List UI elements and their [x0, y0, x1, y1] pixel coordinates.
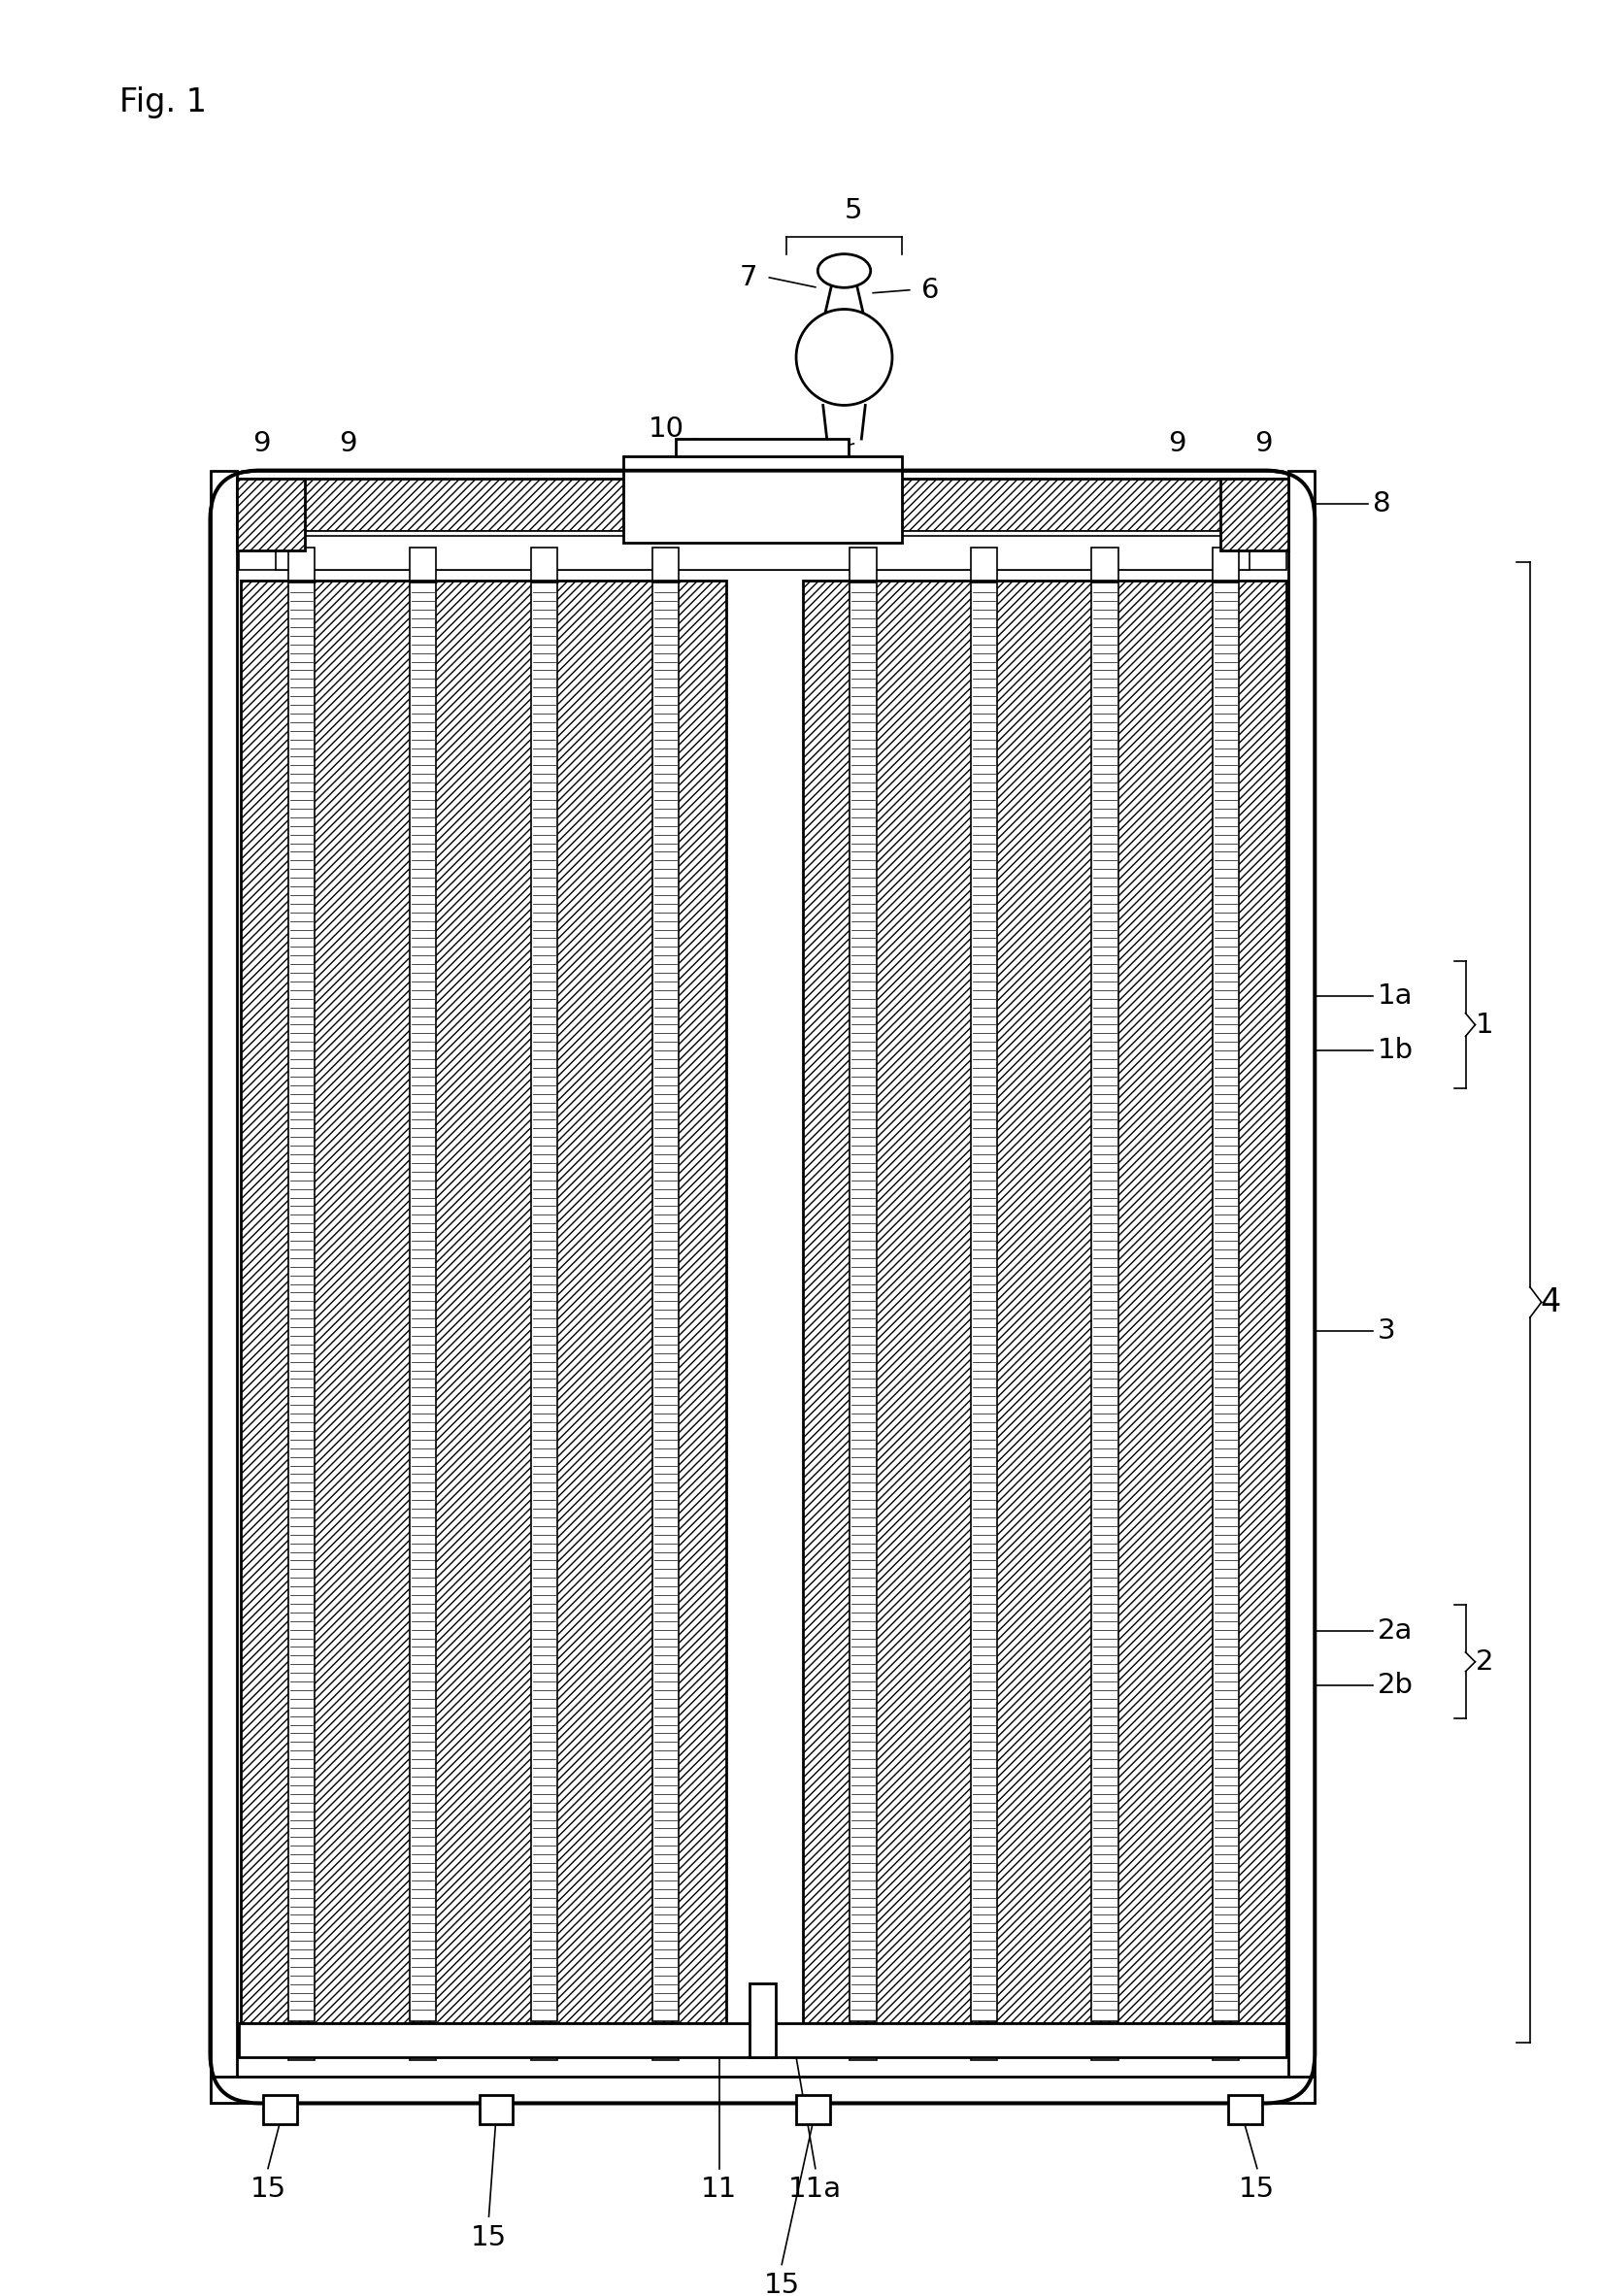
- Text: 2: 2: [1474, 1649, 1493, 1676]
- Text: 1b: 1b: [1376, 1035, 1413, 1063]
- Text: 11a: 11a: [789, 2177, 842, 2204]
- Text: 1a: 1a: [1376, 983, 1411, 1010]
- Text: Fig. 1: Fig. 1: [118, 87, 206, 119]
- Text: 15: 15: [250, 2177, 286, 2204]
- Bar: [850, 546, 877, 581]
- Bar: [1091, 2023, 1117, 2060]
- Bar: [970, 583, 997, 2020]
- Text: 4: 4: [1539, 1286, 1560, 1318]
- Text: 10a: 10a: [789, 441, 842, 466]
- Text: 1: 1: [1474, 1010, 1493, 1038]
- Bar: [1227, 2096, 1261, 2124]
- Bar: [237, 478, 304, 551]
- Bar: [749, 1984, 776, 2057]
- Bar: [478, 2096, 512, 2124]
- Bar: [410, 2023, 437, 2060]
- Bar: [237, 478, 1286, 530]
- Bar: [262, 2096, 296, 2124]
- Bar: [675, 439, 848, 457]
- Ellipse shape: [795, 310, 891, 406]
- Bar: [1286, 471, 1314, 2103]
- FancyBboxPatch shape: [210, 471, 1314, 2103]
- Bar: [288, 546, 315, 581]
- Ellipse shape: [818, 255, 870, 287]
- Text: 15: 15: [470, 2225, 507, 2250]
- Bar: [850, 2023, 877, 2060]
- Text: 6: 6: [922, 276, 939, 303]
- Text: 8: 8: [1371, 491, 1390, 519]
- Text: 15: 15: [1238, 2177, 1274, 2204]
- Bar: [275, 535, 1248, 569]
- Bar: [970, 2023, 997, 2060]
- Bar: [410, 583, 437, 2020]
- Bar: [1091, 546, 1117, 581]
- Text: 3: 3: [1376, 1318, 1395, 1345]
- Bar: [410, 546, 437, 581]
- Bar: [1219, 478, 1286, 551]
- Bar: [1211, 546, 1238, 581]
- Bar: [1211, 2023, 1238, 2060]
- Bar: [802, 581, 1285, 2023]
- Bar: [1211, 583, 1238, 2020]
- Bar: [288, 583, 315, 2020]
- Text: 10: 10: [648, 416, 685, 443]
- Bar: [531, 546, 557, 581]
- Bar: [531, 2023, 557, 2060]
- Bar: [795, 2096, 829, 2124]
- Bar: [651, 2023, 678, 2060]
- Bar: [242, 581, 726, 2023]
- Text: 2a: 2a: [1376, 1616, 1411, 1644]
- Bar: [238, 2023, 1285, 2057]
- Text: 9: 9: [253, 429, 270, 457]
- Bar: [238, 530, 1285, 569]
- Bar: [651, 546, 678, 581]
- Bar: [651, 583, 678, 2020]
- Text: 9: 9: [1254, 429, 1272, 457]
- Text: 5: 5: [845, 197, 862, 225]
- Bar: [531, 583, 557, 2020]
- Bar: [622, 457, 901, 542]
- Text: 2b: 2b: [1376, 1671, 1413, 1699]
- Bar: [288, 2023, 315, 2060]
- Bar: [970, 546, 997, 581]
- Text: 7: 7: [739, 264, 757, 292]
- Text: 9: 9: [339, 429, 357, 457]
- Bar: [210, 2076, 1314, 2103]
- Text: 9: 9: [1168, 429, 1186, 457]
- Bar: [1091, 583, 1117, 2020]
- Text: 11: 11: [701, 2177, 738, 2204]
- Bar: [850, 583, 877, 2020]
- Bar: [210, 471, 237, 2103]
- Text: 15: 15: [763, 2273, 800, 2296]
